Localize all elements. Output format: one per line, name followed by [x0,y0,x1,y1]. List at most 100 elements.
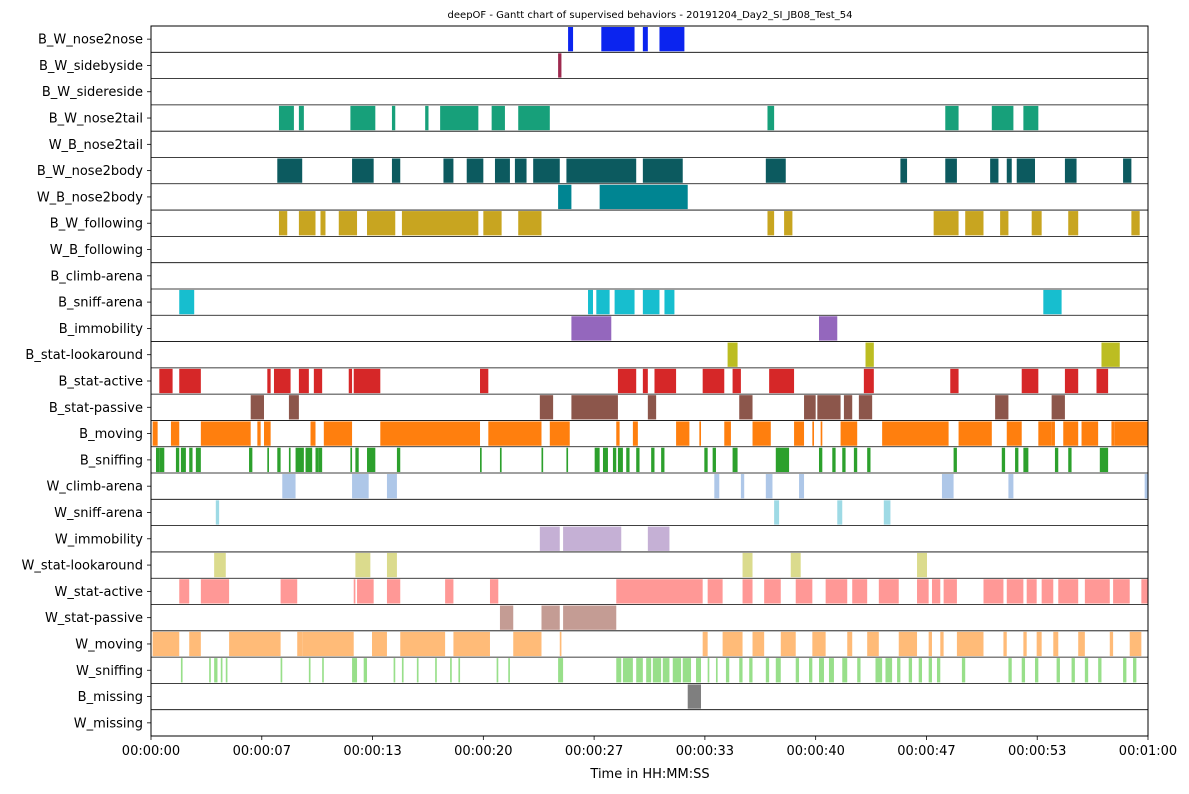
y-tick-label: B_stat-passive [49,401,143,416]
bar-B_moving-25 [1063,421,1079,446]
bar-W_sniffing-0 [180,658,183,683]
bar-W_stat-active-7 [489,579,499,604]
bar-W_B_nose2body-1 [599,184,688,210]
bar-W_stat-passive-0 [499,605,514,630]
bar-B_W_nose2tail-7 [518,105,550,131]
bar-B_stat-active-13 [732,368,741,394]
bar-B_sniffing-43 [1054,447,1059,473]
bar-B_sniffing-35 [832,447,836,473]
bar-B_moving-24 [1051,421,1055,446]
bar-W_climb-arena-6 [799,474,805,499]
bar-B_W_following-11 [965,211,984,236]
bar-W_moving-14 [812,631,826,657]
bar-W_stat-lookaround-3 [742,552,753,578]
bar-W_sniffing-17 [508,658,510,683]
bar-B_W_nose2body-13 [990,158,999,183]
bar-W_moving-20 [956,631,984,657]
x-tick-label: 00:01:00 [1119,744,1177,759]
y-tick-label: B_immobility [59,322,143,337]
bar-B_W_nose2tail-2 [350,105,376,131]
bar-W_stat-active-2 [280,579,298,604]
bar-B_stat-active-11 [654,368,677,394]
bar-B_sniffing-5 [195,447,201,473]
bar-B_sniffing-30 [704,447,708,473]
x-tick-label: 00:00:33 [676,744,734,759]
x-tick-label: 00:00:00 [122,744,180,759]
bar-B_sniff-arena-1 [588,289,594,315]
bar-B_moving-7 [380,421,481,446]
y-tick-label: B_stat-lookaround [25,348,143,363]
bar-B_sniffing-19 [499,447,502,473]
bar-B_stat-active-5 [313,368,323,394]
row-backgrounds [151,26,1148,736]
bar-W_stat-active-14 [852,579,868,604]
bar-W_stat-active-10 [742,579,753,604]
bar-B_stat-active-2 [267,368,271,394]
row-background-B_W_sidereside [151,78,1148,105]
bar-B_moving-23 [1038,421,1052,446]
bar-B_sniffing-38 [867,447,871,473]
bar-B_W_nose2tail-8 [767,105,775,131]
bar-B_moving-28 [1114,421,1148,446]
bar-W_sniffing-42 [885,658,893,683]
bar-B_moving-3 [257,421,261,446]
bar-W_sniffing-56 [1123,658,1127,683]
bar-B_sniffing-34 [818,447,823,473]
bar-B_W_following-2 [320,211,326,236]
bar-W_moving-1 [189,631,201,657]
bar-W_sniffing-5 [280,658,283,683]
bar-B_sniffing-37 [853,447,858,473]
bar-W_stat-active-21 [1026,579,1037,604]
bar-W_sniffing-28 [707,658,710,683]
bar-B_sniffing-26 [626,447,630,473]
bar-W_sniffing-14 [450,658,452,683]
bar-B_W_nose2nose-2 [642,27,648,52]
bar-W_sniffing-50 [1021,658,1026,683]
y-tick-label: B_sniff-arena [58,296,143,311]
bar-W_climb-arena-1 [352,474,369,499]
y-tick-label: B_W_nose2nose [38,33,143,48]
bar-B_moving-14 [724,421,731,446]
bar-W_sniffing-11 [401,658,404,683]
bar-W_sniffing-23 [652,658,662,683]
bar-W_climb-arena-0 [282,474,296,499]
bar-B_W_nose2tail-6 [491,105,505,131]
bar-B_W_nose2nose-3 [659,27,685,52]
bar-B_moving-2 [200,421,251,446]
bar-B_sniffing-4 [189,447,193,473]
y-tick-label: W_B_nose2body [37,190,143,205]
bar-B_stat-passive-9 [858,395,873,420]
row-background-B_W_nose2nose [151,26,1148,53]
bar-B_sniffing-33 [775,447,790,473]
bar-W_immobility-1 [563,526,622,551]
bar-B_stat-passive-10 [995,395,1009,420]
bar-B_sniffing-14 [350,447,353,473]
y-tick-label: B_W_sidereside [42,85,143,100]
bar-B_moving-11 [632,421,638,446]
bar-B_stat-active-18 [1064,368,1079,394]
bar-B_sniffing-11 [305,447,313,473]
bar-W_sniffing-26 [682,658,692,683]
row-background-W_stat-passive [151,604,1148,631]
row-background-W_missing [151,709,1148,736]
bar-B_moving-19 [840,421,858,446]
bar-B_moving-27 [1111,421,1115,446]
bar-B_W_nose2body-10 [765,158,786,183]
bar-B_moving-17 [812,421,815,446]
bar-B_moving-12 [676,421,690,446]
bar-W_moving-18 [928,631,932,657]
bar-W_stat-active-11 [764,579,781,604]
bar-B_stat-active-9 [617,368,637,394]
bar-W_sniffing-2 [214,658,218,683]
bar-B_immobility-0 [571,316,612,341]
x-axis: 00:00:00 00:00:07 00:00:13 00:00:20 00:00:27… [122,736,1177,759]
row-background-W_sniff-arena [151,499,1148,526]
bar-B_stat-lookaround-2 [1101,342,1120,367]
bar-B_sniffing-0 [155,447,160,473]
bar-W_moving-26 [1109,631,1114,657]
y-tick-label: B_stat-active [58,375,143,390]
bar-B_stat-active-19 [1096,368,1109,394]
y-tick-label: B_W_following [50,217,143,232]
bar-B_sniff-arena-3 [614,289,635,315]
bar-B_W_nose2body-2 [391,158,401,183]
